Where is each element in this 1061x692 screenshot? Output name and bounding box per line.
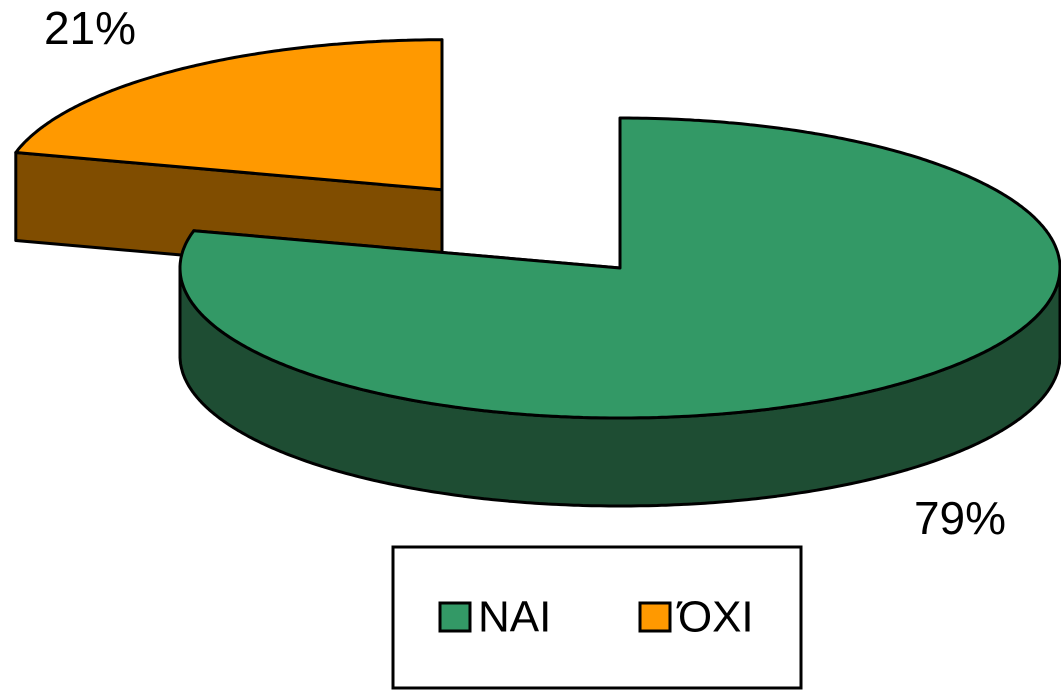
legend-label: ΌΧΙ	[676, 593, 754, 642]
value-label: 21%	[44, 2, 136, 54]
legend: ΝΑΙ ΌΧΙ	[438, 593, 754, 642]
legend-label: ΝΑΙ	[478, 593, 551, 642]
slice	[178, 116, 1061, 420]
pie	[14, 38, 1061, 508]
legend-swatch	[438, 601, 472, 633]
slice	[14, 38, 444, 192]
value-label: 79%	[914, 492, 1006, 544]
legend-swatch	[638, 601, 672, 633]
